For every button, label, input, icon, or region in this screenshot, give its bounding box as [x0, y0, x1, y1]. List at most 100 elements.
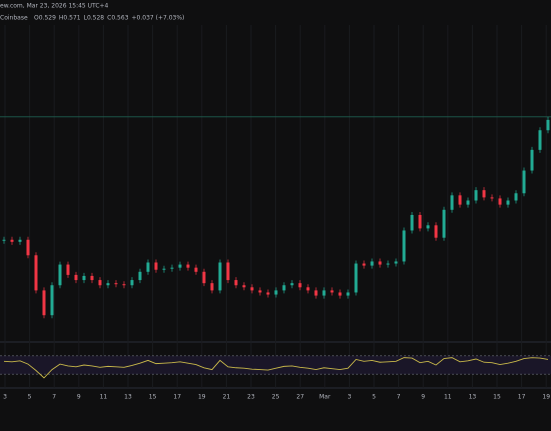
candle — [74, 274, 78, 281]
x-tick-label: 3 — [347, 394, 351, 401]
candle — [522, 170, 526, 194]
candle — [138, 271, 142, 281]
candle — [146, 262, 150, 272]
candle — [530, 149, 534, 171]
candle — [402, 230, 406, 262]
oscillator-line — [3, 357, 549, 379]
candle — [546, 119, 550, 131]
candle — [26, 239, 30, 256]
candle — [34, 255, 38, 291]
x-tick-label: 9 — [421, 394, 425, 401]
candle — [82, 275, 86, 281]
x-tick-label: 3 — [3, 394, 7, 401]
candle — [2, 239, 6, 241]
candle — [106, 283, 110, 286]
candle — [378, 261, 382, 265]
candle — [290, 283, 294, 286]
ohlc-label: L0.528 — [84, 15, 105, 22]
candle — [426, 225, 430, 229]
candle — [210, 283, 214, 291]
candle — [490, 197, 494, 199]
x-tick-label: 17 — [518, 394, 526, 401]
candle — [50, 285, 54, 316]
candle — [314, 290, 318, 296]
x-tick-label: 9 — [77, 394, 81, 401]
candle — [90, 275, 94, 281]
candle — [434, 225, 438, 238]
x-tick-label: 13 — [469, 394, 477, 401]
candle — [114, 283, 118, 285]
candle — [170, 267, 174, 269]
x-tick-label: 21 — [223, 394, 231, 401]
x-tick-label: 23 — [247, 394, 255, 401]
candle — [18, 239, 22, 242]
ohlc-label: +0.037 (+7.03%) — [132, 15, 185, 22]
candle — [346, 292, 350, 296]
source-text: ew.com, Mar 23, 2026 15:45 UTC+4 — [0, 3, 109, 10]
candle — [410, 214, 414, 231]
ohlc-label: O0.529 — [34, 15, 56, 22]
x-tick-label: 5 — [28, 394, 32, 401]
candle — [154, 262, 158, 270]
candle — [474, 190, 478, 201]
candle — [266, 292, 270, 295]
exchange-text: Coinbase — [0, 15, 28, 22]
candle — [482, 190, 486, 198]
x-tick-label: 19 — [198, 394, 206, 401]
candle — [98, 280, 102, 286]
candle — [458, 195, 462, 205]
candle — [226, 262, 230, 281]
candle — [506, 200, 510, 205]
x-tick-label: 13 — [124, 394, 132, 401]
candle — [130, 280, 134, 286]
candle — [498, 198, 502, 205]
candle — [354, 263, 358, 293]
x-tick-label: 7 — [52, 394, 56, 401]
x-tick-label: 17 — [173, 394, 181, 401]
ohlc-label: H0.571 — [59, 15, 81, 22]
candle — [386, 263, 390, 265]
candle — [330, 290, 334, 293]
candle — [442, 209, 446, 238]
candle — [418, 214, 422, 229]
x-tick-label: 15 — [493, 394, 501, 401]
candle — [10, 239, 14, 242]
x-tick-label: 7 — [397, 394, 401, 401]
x-tick-label: 5 — [372, 394, 376, 401]
candle — [338, 292, 342, 296]
candle — [250, 287, 254, 291]
candle — [202, 271, 206, 284]
candle — [58, 264, 62, 286]
candle — [306, 287, 310, 291]
ohlc-label: C0.563 — [107, 15, 129, 22]
x-tick-label: 11 — [100, 394, 108, 401]
oscillator-band — [0, 355, 551, 375]
candle — [218, 262, 222, 291]
candle — [178, 264, 182, 268]
x-tick-label: 25 — [272, 394, 280, 401]
candle — [466, 200, 470, 205]
x-tick-label: 27 — [296, 394, 304, 401]
x-tick-label: 15 — [149, 394, 157, 401]
candle — [514, 193, 518, 201]
x-tick-label: 19 — [542, 394, 550, 401]
candle — [242, 285, 246, 288]
candle — [370, 261, 374, 266]
candle — [42, 290, 46, 316]
candle — [186, 264, 190, 268]
candle — [66, 264, 70, 275]
x-tick-label: Mar — [319, 394, 331, 401]
candle — [258, 290, 262, 293]
candle — [122, 284, 126, 286]
candle — [394, 261, 398, 264]
candle — [362, 263, 366, 266]
candle — [194, 267, 198, 272]
candle — [162, 268, 166, 270]
candle — [450, 195, 454, 210]
x-tick-label: 11 — [444, 394, 452, 401]
candle — [298, 283, 302, 288]
candle — [322, 290, 326, 296]
candle — [538, 130, 542, 150]
candle — [282, 285, 286, 291]
